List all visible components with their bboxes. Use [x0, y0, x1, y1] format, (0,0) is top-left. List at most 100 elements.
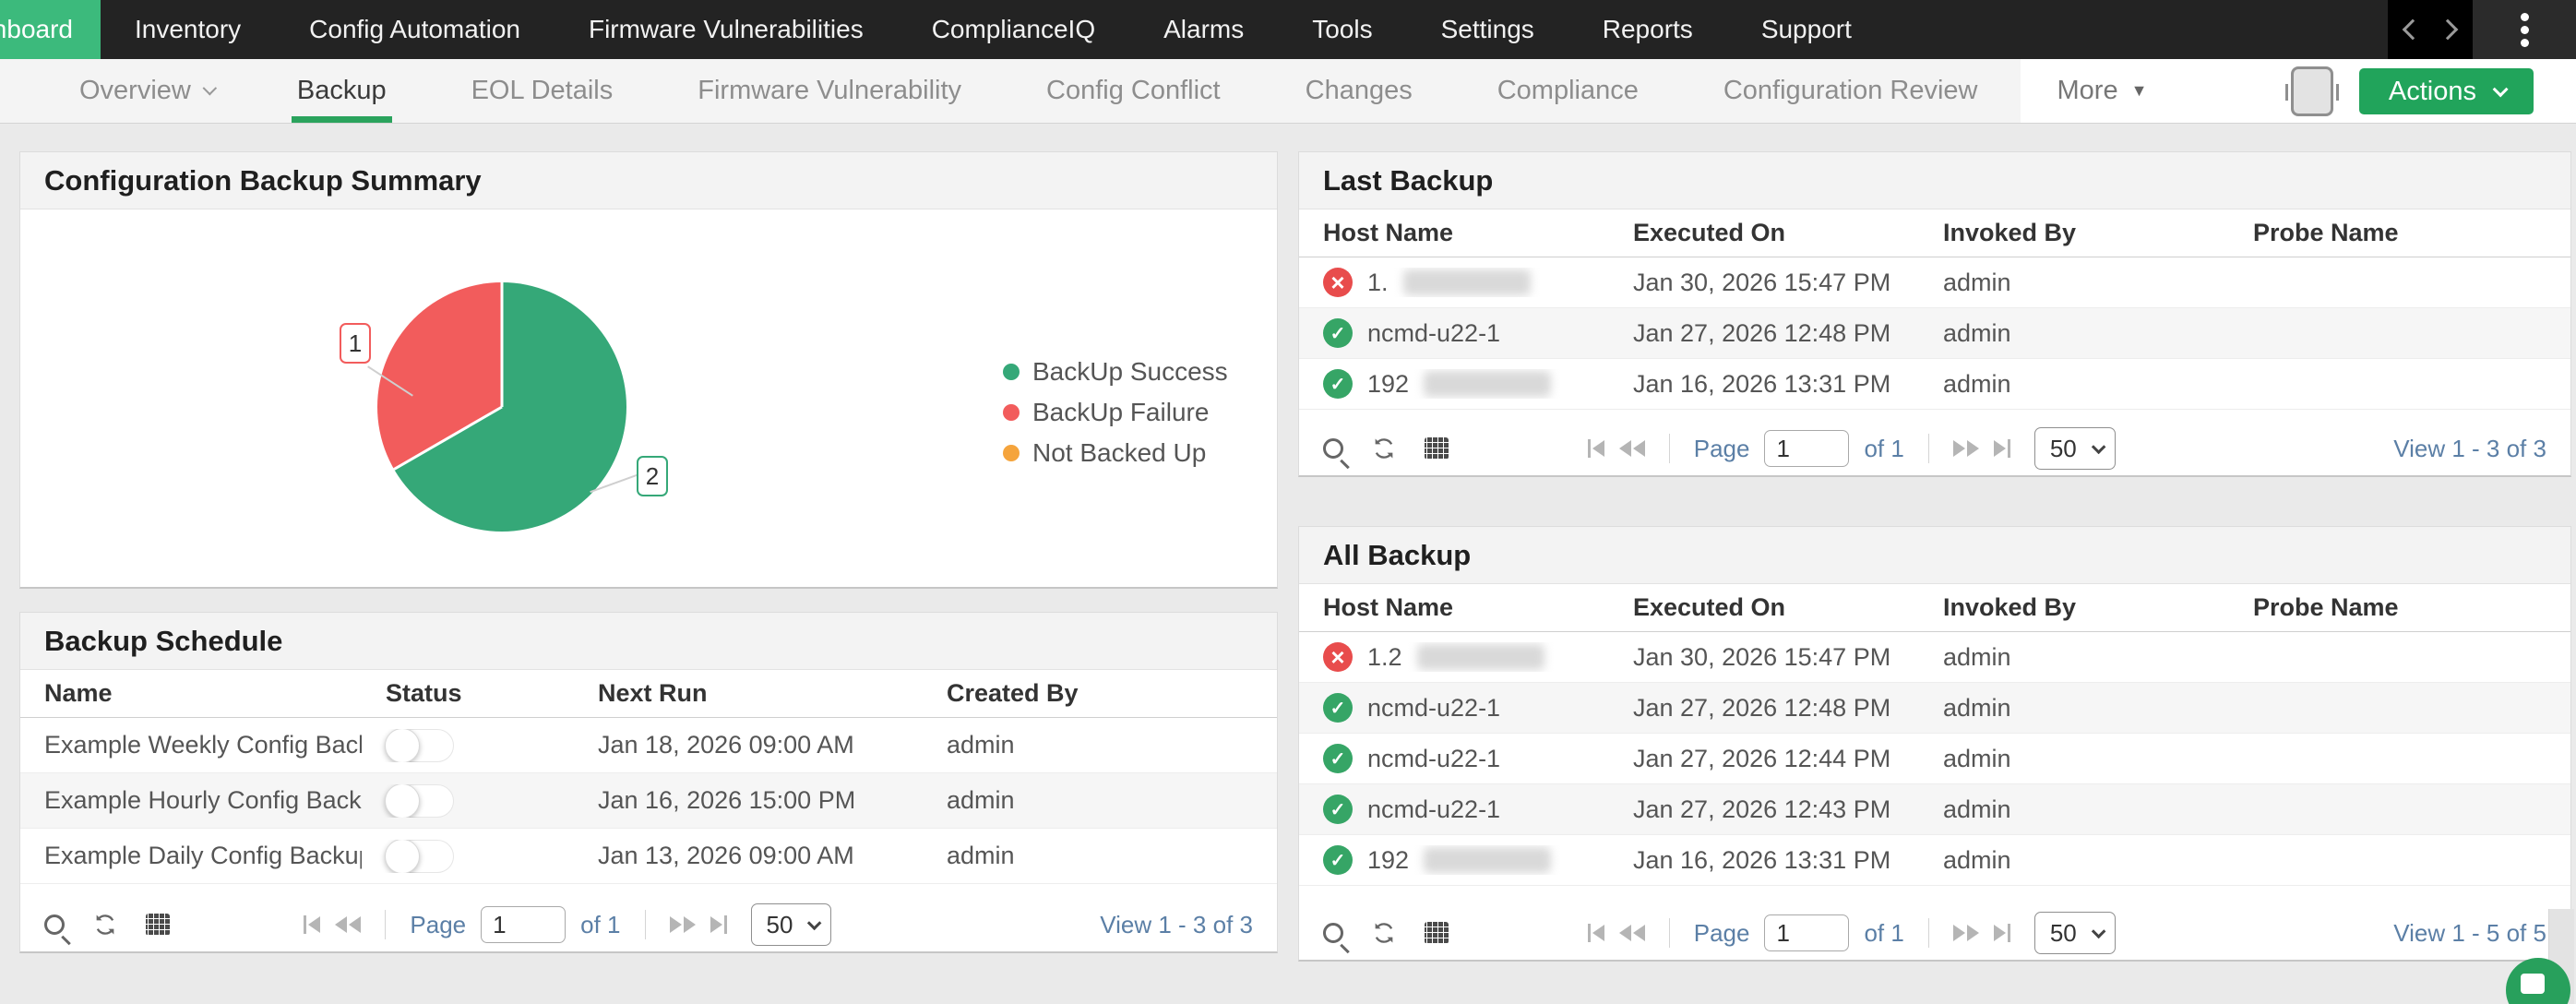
nav-item-dashboard[interactable]: Dashboard	[0, 0, 101, 59]
search-icon[interactable]	[1323, 438, 1343, 459]
grid-tools	[44, 912, 170, 938]
toggle-knob	[385, 783, 420, 818]
table-row[interactable]: Example Weekly Config Backup Jan 18, 202…	[20, 718, 1277, 773]
table-row[interactable]: ncmd-u22-1 Jan 27, 2026 12:48 PM admin	[1299, 683, 2570, 734]
page-size-select[interactable]: 50	[2033, 912, 2116, 954]
column-header-name[interactable]: Name	[44, 679, 113, 707]
chat-help-floating-button[interactable]	[2506, 958, 2570, 1004]
tab-label: Config Conflict	[1046, 76, 1221, 105]
status-toggle[interactable]	[385, 728, 454, 762]
grid-view-icon[interactable]	[1425, 437, 1449, 460]
table-row[interactable]: ncmd-u22-1 Jan 27, 2026 12:44 PM admin	[1299, 734, 2570, 784]
status-toggle[interactable]	[385, 783, 454, 818]
column-header-invoked-by[interactable]: Invoked By	[1943, 593, 2077, 621]
overflow-menu-button[interactable]	[2473, 0, 2576, 59]
nav-item-tools[interactable]: Tools	[1312, 15, 1373, 43]
prev-page-button[interactable]	[1618, 925, 1645, 941]
refresh-icon[interactable]	[1371, 920, 1397, 946]
column-header-created-by[interactable]: Created By	[947, 679, 1079, 707]
column-header-invoked-by[interactable]: Invoked By	[1943, 219, 2077, 246]
tab-overview[interactable]: Overview	[37, 59, 255, 123]
table-row[interactable]: 1.2 Jan 30, 2026 15:47 PM admin	[1299, 632, 2570, 683]
nav-items: Inventory Config Automation Firmware Vul…	[101, 0, 1886, 59]
view-range-label: View 1 - 3 of 3	[2393, 434, 2546, 462]
prev-page-button[interactable]	[335, 916, 362, 933]
last-page-button[interactable]	[1993, 924, 2010, 942]
first-page-button[interactable]	[1587, 439, 1604, 458]
table-row[interactable]: ncmd-u22-1 Jan 27, 2026 12:43 PM admin	[1299, 784, 2570, 835]
next-run: Jan 18, 2026 09:00 AM	[598, 731, 854, 759]
nav-item-reports[interactable]: Reports	[1602, 15, 1693, 43]
table-row[interactable]: 192 Jan 16, 2026 13:31 PM admin	[1299, 835, 2570, 886]
chevron-left-icon[interactable]	[2402, 18, 2424, 41]
column-header-executed-on[interactable]: Executed On	[1633, 219, 1786, 246]
backup-success-icon	[1323, 795, 1353, 824]
tab-backup[interactable]: Backup	[255, 59, 429, 123]
nav-item-support[interactable]: Support	[1760, 15, 1852, 43]
table-header-row: Host Name Executed On Invoked By Probe N…	[1299, 209, 2570, 257]
caret-down-icon: ▼	[2130, 81, 2148, 100]
tab-eol-details[interactable]: EOL Details	[429, 59, 656, 123]
page-size-select[interactable]: 50	[2033, 427, 2116, 470]
page-number-input[interactable]	[481, 906, 566, 943]
column-header-probe-name[interactable]: Probe Name	[2253, 593, 2399, 621]
nav-item-settings[interactable]: Settings	[1440, 15, 1534, 43]
device-preview-icon[interactable]	[2284, 66, 2339, 116]
status-toggle[interactable]	[385, 839, 454, 873]
grid-view-icon[interactable]	[146, 914, 170, 936]
backup-failure-icon	[1323, 268, 1353, 297]
refresh-icon[interactable]	[92, 912, 118, 938]
column-header-host-name[interactable]: Host Name	[1323, 219, 1454, 246]
first-page-button[interactable]	[1587, 924, 1604, 942]
page-number-input[interactable]	[1764, 430, 1850, 467]
nav-item-complianceiq[interactable]: ComplianceIQ	[931, 15, 1096, 43]
grid-view-icon[interactable]	[1425, 922, 1449, 944]
tab-compliance[interactable]: Compliance	[1455, 59, 1681, 123]
backup-summary-pie-chart[interactable]	[377, 282, 626, 532]
tab-firmware-vulnerability[interactable]: Firmware Vulnerability	[655, 59, 1004, 123]
column-header-probe-name[interactable]: Probe Name	[2253, 219, 2399, 246]
nav-item-firmware-vulnerabilities[interactable]: Firmware Vulnerabilities	[588, 15, 864, 43]
refresh-icon[interactable]	[1371, 436, 1397, 461]
actions-button[interactable]: Actions	[2358, 68, 2534, 114]
page-size-select[interactable]: 50	[750, 903, 832, 946]
first-page-button[interactable]	[304, 915, 321, 934]
prev-page-button[interactable]	[1618, 440, 1645, 457]
nav-item-alarms[interactable]: Alarms	[1163, 15, 1245, 43]
nav-item-inventory[interactable]: Inventory	[134, 15, 242, 43]
tab-changes[interactable]: Changes	[1263, 59, 1455, 123]
table-row[interactable]: Example Hourly Config Backup Jan 16, 202…	[20, 773, 1277, 829]
redacted-text	[1424, 847, 1552, 873]
search-icon[interactable]	[44, 914, 65, 935]
tab-config-conflict[interactable]: Config Conflict	[1004, 59, 1263, 123]
legend-item-not-backed-up[interactable]: Not Backed Up	[1003, 438, 1228, 468]
table-row[interactable]: 1. Jan 30, 2026 15:47 PM admin	[1299, 257, 2570, 308]
page-number-input[interactable]	[1764, 914, 1850, 951]
grid-tools	[1323, 920, 1449, 946]
tab-configuration-review[interactable]: Configuration Review	[1681, 59, 2021, 123]
executed-on: Jan 27, 2026 12:43 PM	[1633, 795, 1891, 823]
search-icon[interactable]	[1323, 923, 1343, 943]
legend-item-backup-success[interactable]: BackUp Success	[1003, 357, 1228, 387]
legend-item-backup-failure[interactable]: BackUp Failure	[1003, 398, 1228, 427]
chevron-down-icon	[202, 80, 217, 96]
table-row[interactable]: Example Daily Config Backup Jan 13, 2026…	[20, 829, 1277, 884]
column-header-status[interactable]: Status	[386, 679, 462, 707]
table-row[interactable]: 192 Jan 16, 2026 13:31 PM admin	[1299, 359, 2570, 410]
column-header-executed-on[interactable]: Executed On	[1633, 593, 1786, 621]
column-header-next-run[interactable]: Next Run	[598, 679, 708, 707]
pie-callout-success: 2	[637, 456, 668, 496]
invoked-by: admin	[1943, 268, 2011, 296]
next-page-button[interactable]	[669, 916, 696, 933]
next-page-button[interactable]	[1952, 440, 1979, 457]
backup-schedule-panel: Backup Schedule Name Status Next Run Cre…	[19, 612, 1278, 953]
last-page-button[interactable]	[710, 915, 727, 934]
last-page-button[interactable]	[1993, 439, 2010, 458]
next-page-button[interactable]	[1952, 925, 1979, 941]
column-header-host-name[interactable]: Host Name	[1323, 593, 1454, 621]
nav-item-config-automation[interactable]: Config Automation	[309, 15, 520, 43]
chevron-right-icon[interactable]	[2437, 18, 2459, 41]
more-menu-button[interactable]: More ▼	[2021, 59, 2185, 123]
table-row[interactable]: ncmd-u22-1 Jan 27, 2026 12:48 PM admin	[1299, 308, 2570, 359]
pie-chart-area: 1 2 BackUp Success BackUp Failure Not Ba…	[20, 209, 1277, 587]
